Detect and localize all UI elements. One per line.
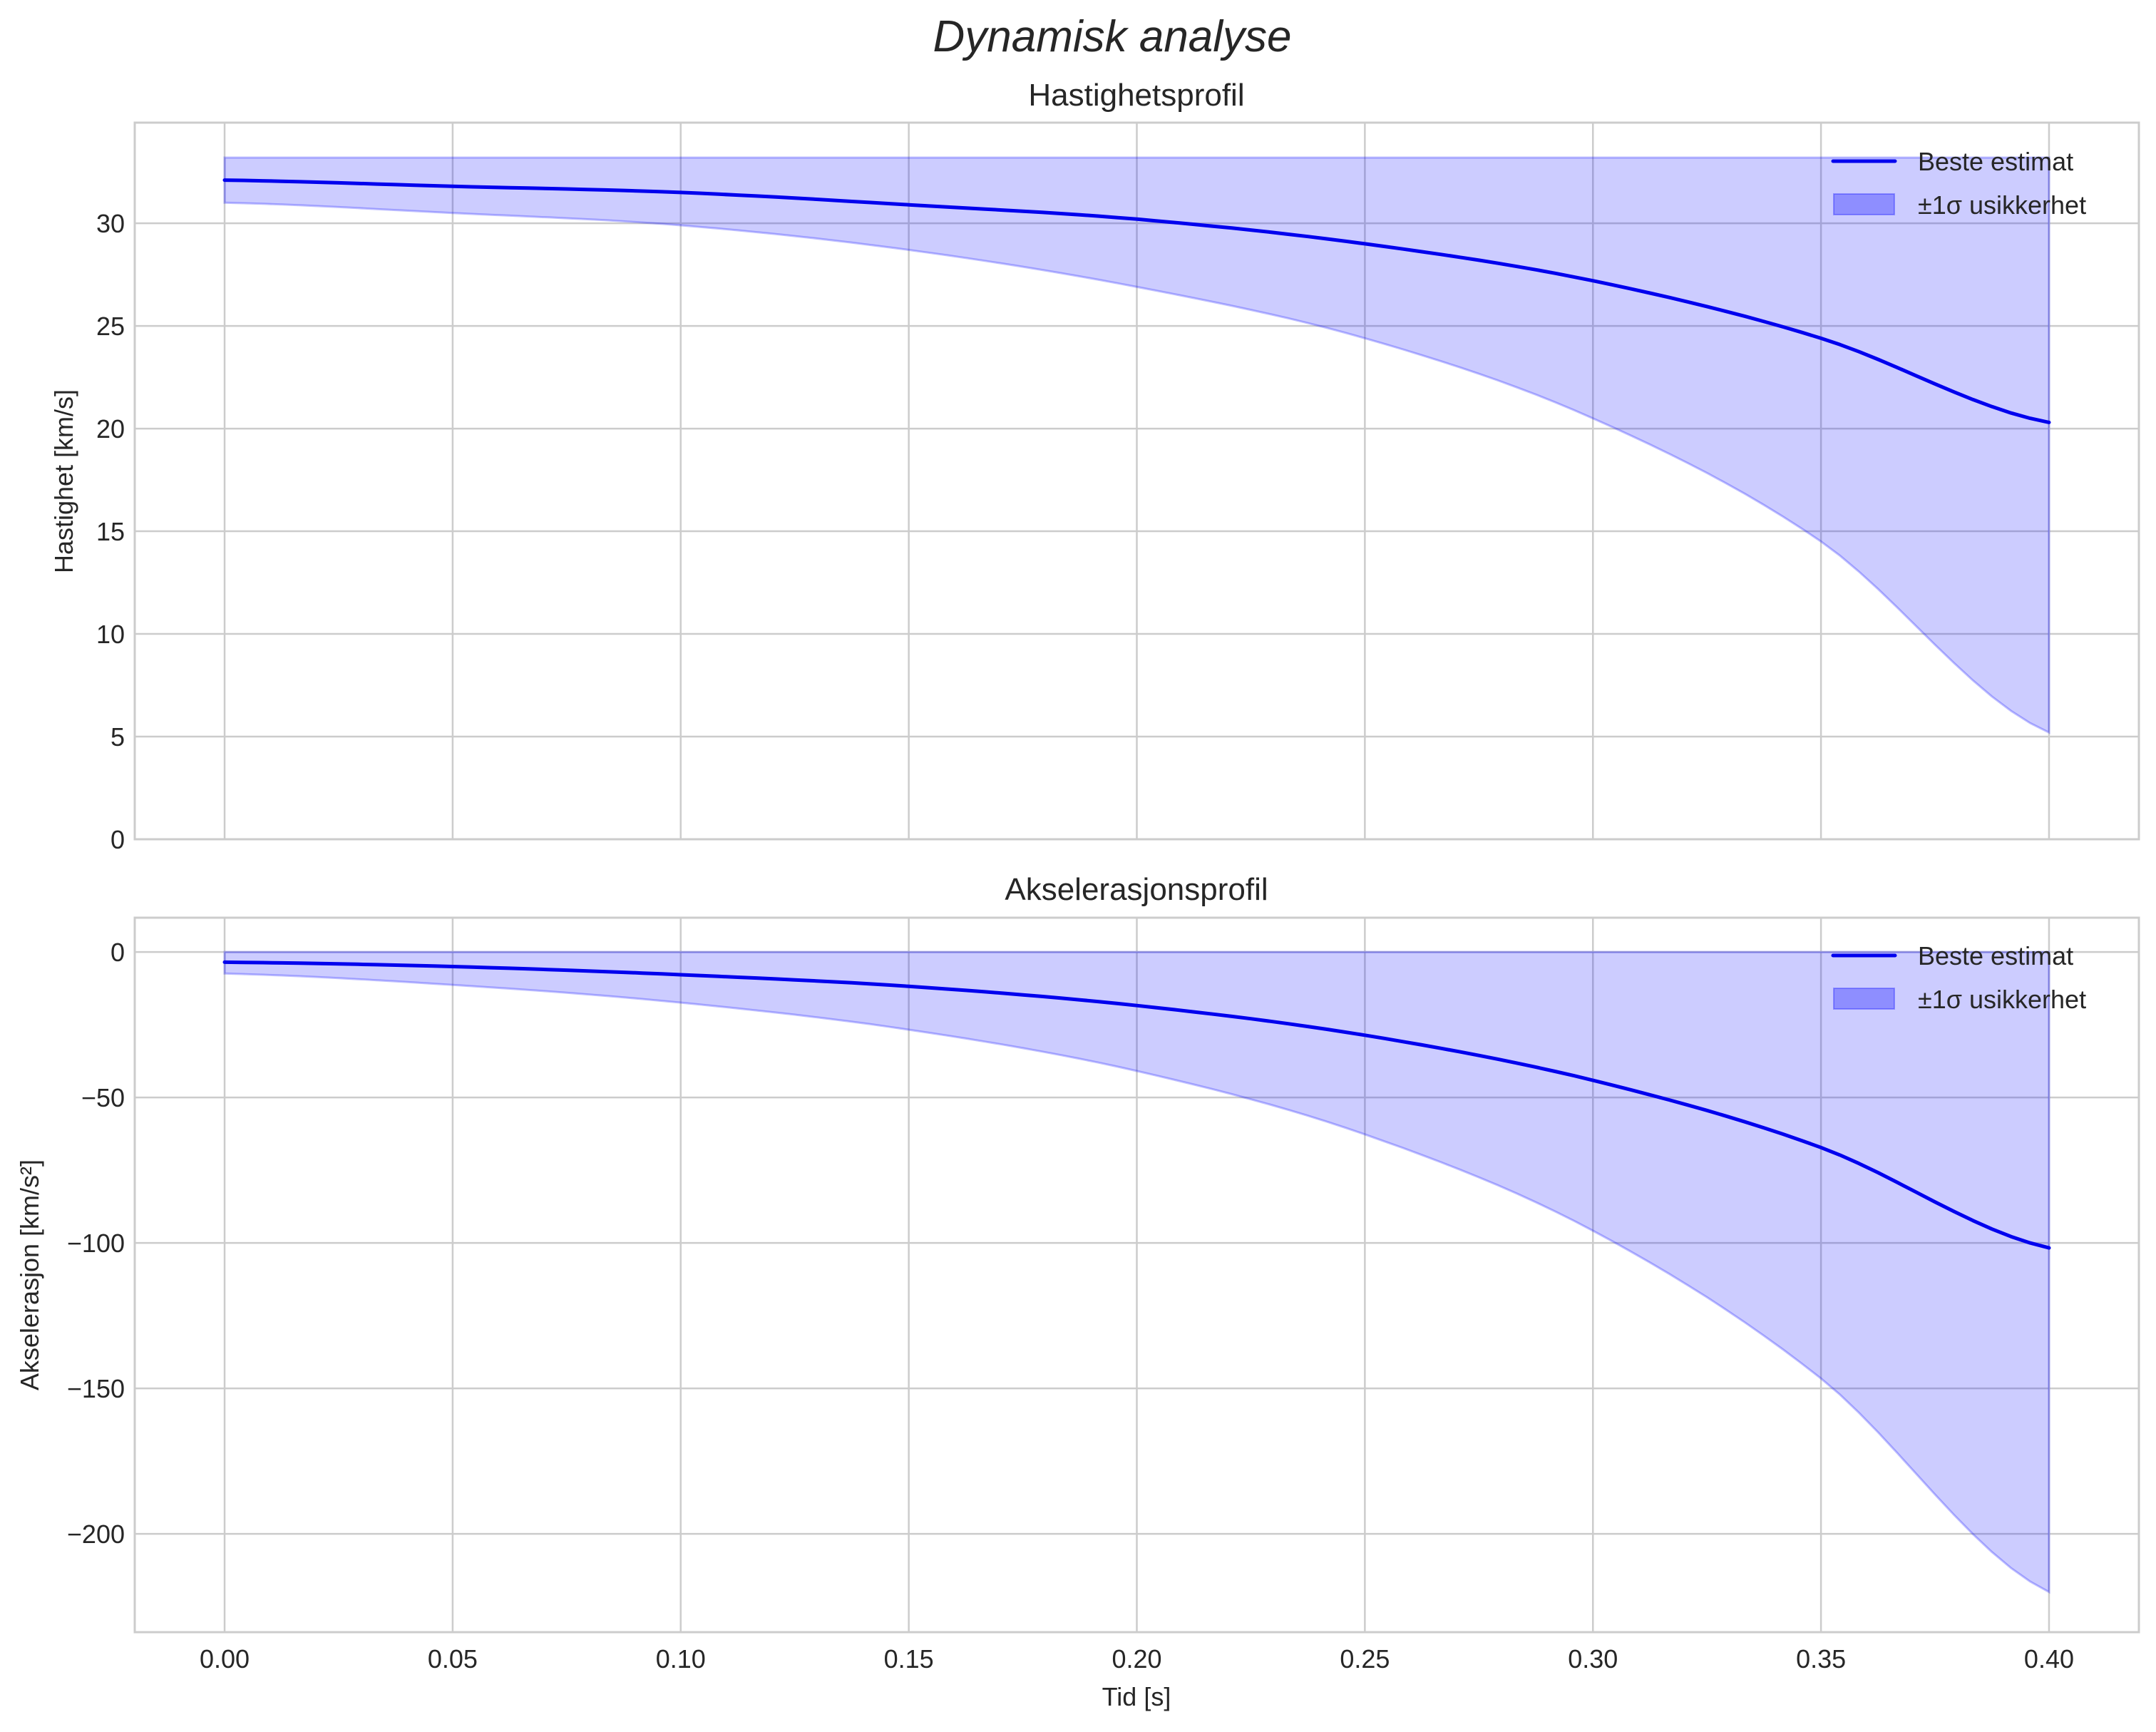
y-tick-label: 25	[96, 312, 125, 341]
acceleration-x-tick-labels: 0.00 0.05 0.10 0.15 0.20 0.25 0.30 0.35 0.40	[200, 1644, 2074, 1674]
figure-title: Dynamisk analyse	[933, 12, 1291, 61]
legend-label-best-estimate: Beste estimat	[1918, 941, 2073, 970]
y-tick-label: 5	[111, 722, 125, 752]
x-tick-label: 0.20	[1112, 1644, 1161, 1674]
x-tick-label: 0.15	[884, 1644, 934, 1674]
velocity-y-label: Hastighet [km/s]	[49, 389, 78, 573]
y-tick-label: 15	[96, 517, 125, 546]
uncertainty-band-area	[223, 156, 2050, 734]
x-tick-label: 0.05	[428, 1644, 478, 1674]
legend-band-swatch	[1833, 988, 1895, 1010]
acceleration-best-estimate-line	[222, 960, 2051, 1250]
y-tick-label: 0	[111, 938, 125, 967]
x-axis-label: Tid [s]	[1102, 1682, 1171, 1711]
y-tick-label: 0	[111, 825, 125, 854]
axes-spines	[133, 916, 2140, 1634]
legend-label-uncertainty: ±1σ usikkerhet	[1918, 190, 2086, 220]
uncertainty-band-area	[223, 950, 2050, 1594]
axes-spines	[133, 121, 2140, 841]
x-tick-label: 0.25	[1340, 1644, 1390, 1674]
acceleration-axes-frame	[133, 916, 2140, 1634]
y-tick-label: −200	[67, 1520, 125, 1549]
legend-band-swatch	[1833, 193, 1895, 215]
x-tick-label: 0.40	[2024, 1644, 2074, 1674]
velocity-y-tick-labels: 0 5 10 15 20 25 30	[96, 209, 125, 854]
x-tick-label: 0.10	[656, 1644, 706, 1674]
velocity-axes: Hastighetsprofil 0 5 10 15 20 25 30 Hastighet …	[49, 78, 2140, 854]
y-tick-label: −50	[81, 1083, 125, 1112]
velocity-best-estimate-line	[222, 178, 2051, 424]
y-tick-label: 20	[96, 414, 125, 444]
acceleration-axes: Akselerasjonsprofil 0 −50 −100 −150 −200 0.0…	[15, 872, 2140, 1711]
x-tick-label: 0.30	[1568, 1644, 1618, 1674]
acceleration-y-label: Akselerasjon [km/s²]	[15, 1159, 44, 1390]
best-estimate-path	[222, 178, 2051, 424]
y-tick-label: −100	[67, 1229, 125, 1258]
velocity-axes-frame	[133, 121, 2140, 841]
legend-label-uncertainty: ±1σ usikkerhet	[1918, 985, 2086, 1014]
best-estimate-path	[222, 960, 2051, 1250]
acceleration-axes-title: Akselerasjonsprofil	[1005, 872, 1268, 907]
y-tick-label: −150	[67, 1374, 125, 1403]
acceleration-y-tick-labels: 0 −50 −100 −150 −200	[67, 938, 125, 1549]
velocity-legend: Beste estimat ±1σ usikkerhet	[1831, 147, 2086, 220]
acceleration-legend: Beste estimat ±1σ usikkerhet	[1831, 941, 2086, 1014]
x-tick-label: 0.00	[200, 1644, 250, 1674]
x-tick-label: 0.35	[1796, 1644, 1846, 1674]
legend-label-best-estimate: Beste estimat	[1918, 147, 2073, 176]
velocity-axes-title: Hastighetsprofil	[1028, 78, 1244, 113]
velocity-uncertainty-band	[223, 156, 2050, 734]
y-tick-label: 10	[96, 620, 125, 649]
acceleration-uncertainty-band	[223, 950, 2050, 1594]
acceleration-grid	[135, 918, 2139, 1632]
y-tick-label: 30	[96, 209, 125, 238]
